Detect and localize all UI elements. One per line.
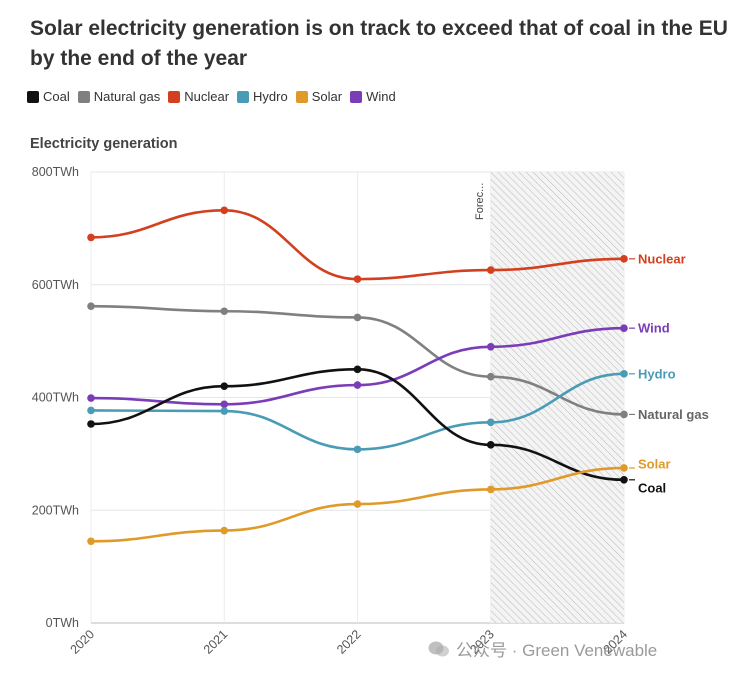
- y-tick-label: 0TWh: [46, 616, 79, 630]
- data-point-nuclear: [620, 255, 628, 263]
- data-point-coal: [87, 420, 95, 428]
- data-point-wind: [220, 400, 229, 409]
- legend-label-natural-gas: Natural gas: [93, 89, 161, 104]
- data-point-solar: [353, 500, 362, 508]
- series-line-natural-gas: [89, 304, 626, 416]
- x-tick-label: 2020: [68, 627, 98, 657]
- legend-swatch-wind: [350, 90, 363, 103]
- end-label-natural-gas: Natural gas: [638, 407, 709, 422]
- legend-swatch-hydro: [237, 90, 250, 103]
- forecast-label: Forec...: [474, 183, 486, 220]
- data-point-wind: [620, 324, 628, 332]
- wechat-icon: [428, 641, 449, 656]
- data-point-solar: [620, 464, 628, 472]
- chart-heading: Electricity generation: [30, 136, 178, 152]
- end-label-wind: Wind: [638, 321, 670, 336]
- legend-label-wind: Wind: [366, 89, 396, 104]
- end-label-nuclear: Nuclear: [638, 251, 686, 266]
- legend-swatch-coal: [27, 90, 39, 103]
- data-point-solar: [220, 526, 229, 535]
- series-line-coal: [89, 368, 626, 482]
- data-point-natural-gas: [87, 302, 95, 310]
- legend-item-hydro[interactable]: Hydro: [237, 89, 288, 104]
- x-tick-label: 2021: [201, 627, 231, 657]
- legend-item-solar[interactable]: Solar: [295, 89, 343, 104]
- legend-item-coal[interactable]: Coal: [27, 89, 70, 104]
- end-label-solar: Solar: [638, 456, 671, 471]
- legend-swatch-natural-gas: [77, 90, 90, 103]
- data-point-hydro: [620, 370, 628, 378]
- legend-label-solar: Solar: [311, 89, 343, 104]
- x-tick-label: 2022: [334, 627, 364, 657]
- data-point-nuclear: [220, 206, 229, 215]
- y-tick-label: 600TWh: [32, 278, 79, 292]
- data-point-coal: [353, 365, 362, 374]
- legend-swatch-nuclear: [168, 90, 181, 103]
- data-point-wind: [353, 381, 362, 389]
- y-tick-label: 800TWh: [32, 165, 79, 179]
- data-point-nuclear: [353, 275, 362, 283]
- data-point-natural-gas: [486, 372, 495, 381]
- legend-swatch-solar: [295, 90, 308, 103]
- data-point-hydro: [220, 407, 229, 415]
- data-point-solar: [486, 485, 495, 494]
- legend-label-hydro: Hydro: [253, 89, 288, 104]
- y-tick-label: 200TWh: [32, 503, 79, 517]
- end-label-coal: Coal: [638, 480, 666, 495]
- data-point-coal: [620, 476, 628, 484]
- data-point-natural-gas: [620, 410, 628, 419]
- data-point-coal: [486, 441, 495, 449]
- legend-label-coal: Coal: [43, 89, 70, 104]
- data-point-natural-gas: [220, 307, 229, 316]
- watermark-text: 公众号 · Green Venewable: [456, 641, 658, 660]
- data-point-hydro: [353, 445, 362, 454]
- y-tick-label: 400TWh: [32, 391, 79, 405]
- data-point-solar: [87, 537, 95, 546]
- legend-item-nuclear[interactable]: Nuclear: [168, 89, 229, 104]
- chart-title: Solar electricity generation is on track…: [30, 17, 728, 70]
- legend-label-nuclear: Nuclear: [184, 89, 230, 104]
- legend: Coal Natural gas Nuclear Hydro Solar Win…: [27, 89, 396, 104]
- data-point-wind: [486, 342, 495, 351]
- legend-item-wind[interactable]: Wind: [350, 89, 396, 104]
- data-point-nuclear: [486, 266, 495, 274]
- data-point-nuclear: [87, 233, 95, 242]
- data-point-wind: [87, 394, 95, 402]
- data-point-hydro: [486, 418, 495, 427]
- data-point-coal: [220, 382, 229, 391]
- data-point-hydro: [87, 406, 95, 415]
- watermark: 公众号 · Green Venewable: [428, 636, 657, 661]
- data-point-natural-gas: [353, 313, 362, 322]
- end-label-hydro: Hydro: [638, 366, 676, 381]
- legend-item-natural-gas[interactable]: Natural gas: [77, 89, 161, 104]
- series-line-nuclear: [89, 209, 626, 281]
